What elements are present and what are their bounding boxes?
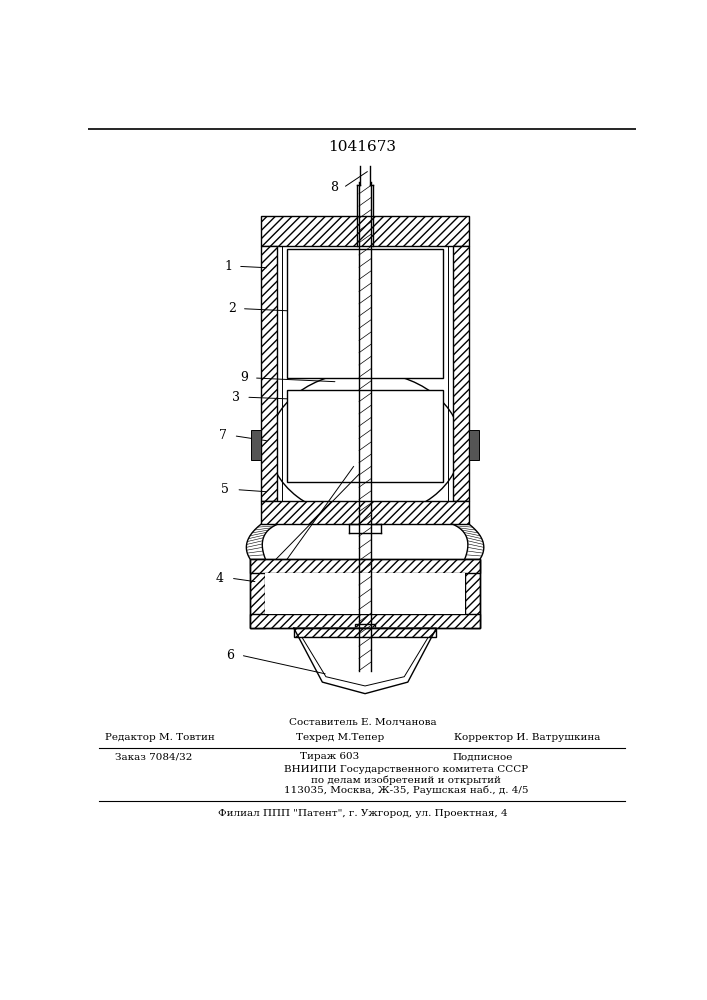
- Text: 1: 1: [224, 260, 232, 273]
- Text: 113035, Москва, Ж-35, Раушская наб., д. 4/5: 113035, Москва, Ж-35, Раушская наб., д. …: [284, 786, 528, 795]
- Text: Техред М.Тепер: Техред М.Тепер: [296, 733, 385, 742]
- Bar: [250, 559, 265, 628]
- Text: 3: 3: [233, 391, 240, 404]
- Bar: [287, 389, 443, 482]
- Text: Редактор М. Товтин: Редактор М. Товтин: [105, 733, 214, 742]
- Text: Составитель Е. Молчанова: Составитель Е. Молчанова: [288, 718, 436, 727]
- Bar: [261, 246, 277, 501]
- Text: Тираж 603: Тираж 603: [300, 752, 359, 761]
- Bar: [452, 246, 469, 501]
- Text: 6: 6: [226, 649, 234, 662]
- Text: по делам изобретений и открытий: по делам изобретений и открытий: [311, 775, 501, 785]
- Bar: [261, 246, 277, 501]
- Bar: [261, 501, 469, 524]
- Bar: [250, 614, 480, 628]
- Bar: [464, 559, 480, 628]
- Bar: [261, 216, 469, 246]
- Text: Заказ 7084/32: Заказ 7084/32: [115, 752, 193, 761]
- Bar: [250, 559, 265, 628]
- Bar: [355, 624, 375, 640]
- Text: 7: 7: [218, 429, 226, 442]
- Text: Подписное: Подписное: [452, 752, 513, 761]
- Bar: [251, 430, 261, 460]
- Bar: [261, 216, 469, 246]
- Bar: [265, 573, 464, 614]
- Bar: [261, 501, 469, 524]
- Bar: [250, 559, 480, 628]
- Bar: [294, 628, 436, 637]
- Text: 9: 9: [240, 371, 248, 384]
- Polygon shape: [294, 628, 436, 694]
- Text: 4: 4: [216, 572, 224, 585]
- Text: 8: 8: [330, 181, 338, 194]
- Text: 1041673: 1041673: [328, 140, 397, 154]
- Bar: [355, 624, 375, 640]
- Bar: [452, 246, 469, 501]
- Text: Корректор И. Ватрушкина: Корректор И. Ватрушкина: [453, 733, 600, 742]
- Bar: [250, 559, 480, 573]
- Text: 2: 2: [228, 302, 236, 315]
- Bar: [287, 249, 443, 378]
- Text: ВНИИПИ Государственного комитета СССР: ВНИИПИ Государственного комитета СССР: [284, 765, 528, 774]
- Bar: [250, 614, 480, 628]
- Text: 5: 5: [221, 483, 229, 496]
- Bar: [469, 430, 479, 460]
- Text: Филиал ППП "Патент", г. Ужгород, ул. Проектная, 4: Филиал ППП "Патент", г. Ужгород, ул. Про…: [218, 808, 507, 818]
- Bar: [464, 559, 480, 628]
- Bar: [294, 628, 436, 637]
- Bar: [250, 559, 480, 573]
